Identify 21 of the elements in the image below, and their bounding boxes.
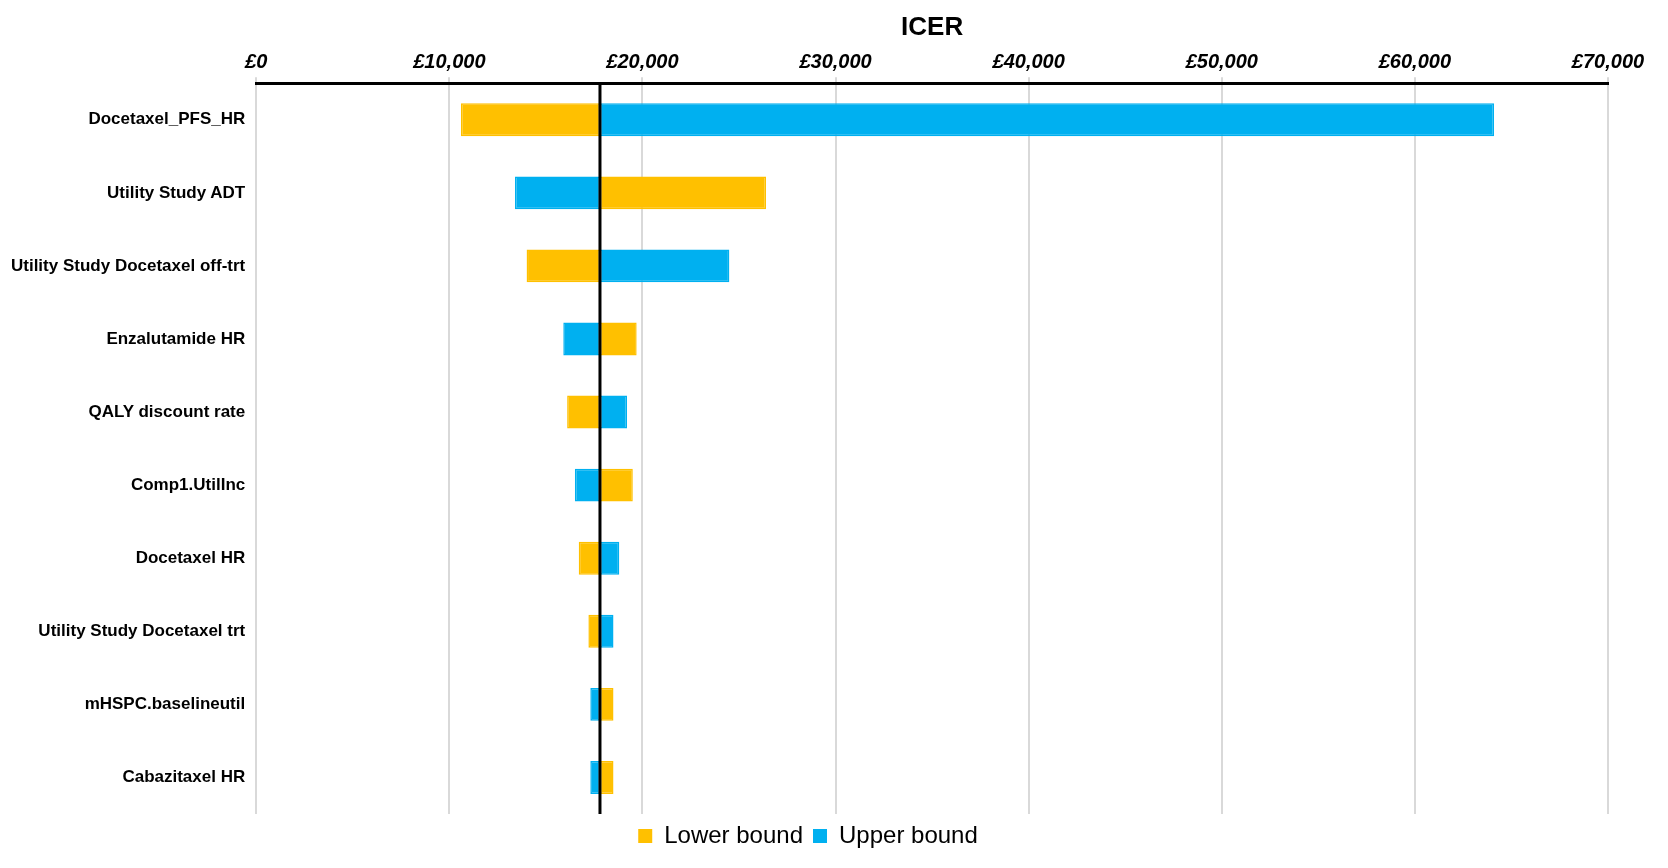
x-tick-label: £70,000 <box>1570 49 1645 72</box>
x-tick-label: £0 <box>244 49 268 72</box>
y-tick-label: mHSPC.baselineutil <box>84 694 246 714</box>
x-tick-label: £50,000 <box>1184 49 1258 72</box>
x-axis-title: ICER <box>901 10 964 41</box>
y-tick-label: Docetaxel_PFS_HR <box>88 109 246 129</box>
y-tick-label: Cabazitaxel HR <box>122 767 246 787</box>
legend-label: Lower bound <box>664 820 804 848</box>
y-tick-label: Docetaxel HR <box>135 547 246 567</box>
x-tick-label: £60,000 <box>1377 49 1452 72</box>
legend-label: Upper bound <box>839 820 978 848</box>
y-tick-label: Utility Study Docetaxel trt <box>38 620 246 640</box>
x-tick-label: £20,000 <box>605 49 679 72</box>
x-tick-label: £10,000 <box>412 49 486 72</box>
x-tick-label: £30,000 <box>798 49 872 72</box>
y-tick-label: QALY discount rate <box>88 401 246 421</box>
x-tick-label: £40,000 <box>991 49 1065 72</box>
y-tick-label: Enzalutamide HR <box>106 328 246 348</box>
y-tick-label: Utility Study ADT <box>107 182 246 202</box>
y-tick-label: Comp1.UtilInc <box>130 474 246 494</box>
y-tick-label: Utility Study Docetaxel off-trt <box>10 255 246 275</box>
